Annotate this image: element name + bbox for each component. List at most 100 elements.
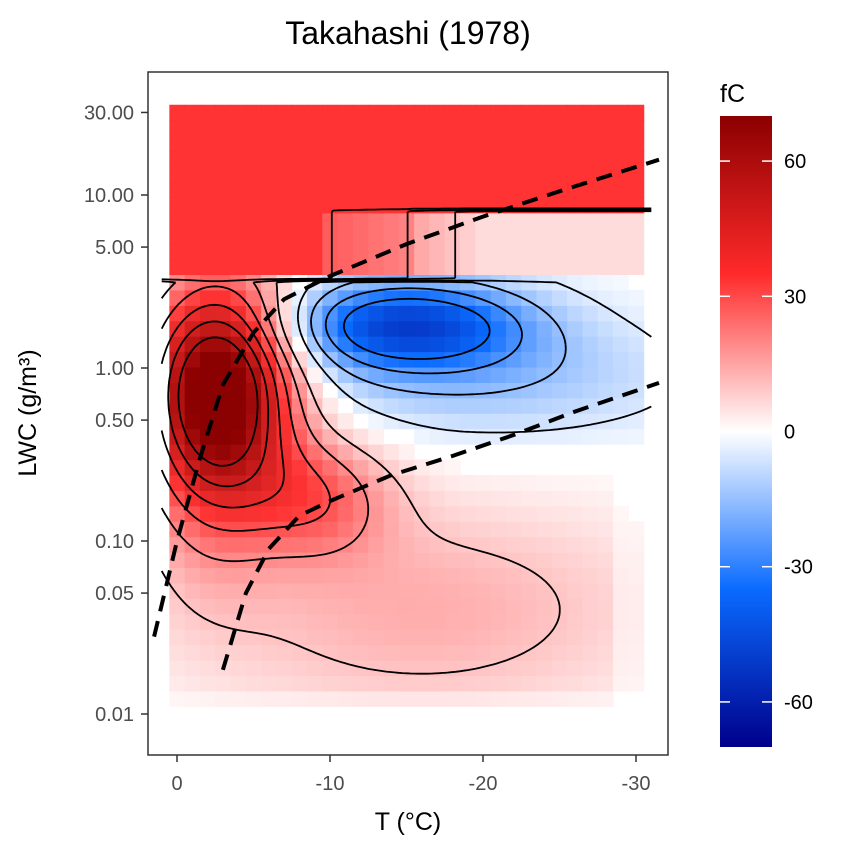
heatmap-cell — [245, 212, 262, 229]
heatmap-cell — [398, 474, 415, 491]
heatmap-cell — [322, 629, 339, 646]
heatmap-cell — [337, 567, 354, 584]
heatmap-cell — [337, 660, 354, 677]
heatmap-cell — [597, 258, 614, 276]
heatmap-cell — [460, 351, 476, 368]
heatmap-cell — [368, 598, 385, 615]
heatmap-cells — [169, 104, 645, 707]
heatmap-cell — [567, 366, 584, 383]
heatmap-cell — [505, 181, 522, 198]
heatmap-cell — [597, 629, 614, 646]
heatmap-cell — [337, 135, 354, 152]
heatmap-cell — [337, 120, 354, 137]
heatmap-cell — [261, 644, 278, 661]
heatmap-cell — [505, 212, 522, 229]
heatmap-cell — [184, 675, 201, 692]
heatmap-cell — [444, 675, 461, 692]
heatmap-cell — [628, 336, 645, 353]
heatmap-cell — [322, 552, 339, 569]
heatmap-cell — [368, 151, 385, 168]
heatmap-cell — [368, 258, 385, 276]
heatmap-cell — [582, 690, 599, 707]
heatmap-cell — [613, 305, 629, 322]
heatmap-cell — [261, 397, 278, 414]
heatmap-cell — [460, 336, 476, 353]
heatmap-cell — [199, 490, 216, 507]
heatmap-cell — [475, 366, 492, 383]
heatmap-cell — [460, 567, 476, 584]
heatmap-cell — [444, 120, 461, 137]
heatmap-cell — [429, 629, 446, 646]
heatmap-cell — [613, 258, 629, 276]
heatmap-cell — [276, 243, 293, 260]
heatmap-cell — [337, 613, 354, 630]
heatmap-cell — [169, 212, 186, 229]
heatmap-cell — [582, 536, 599, 553]
heatmap-cell — [414, 675, 431, 692]
heatmap-cell — [276, 181, 293, 198]
heatmap-cell — [567, 505, 584, 522]
heatmap-cell — [613, 135, 629, 152]
heatmap-cell — [307, 613, 323, 630]
heatmap-cell — [368, 320, 385, 337]
heatmap-cell — [169, 582, 186, 599]
heatmap-cell — [475, 521, 492, 538]
heatmap-cell — [597, 644, 614, 661]
heatmap-cell — [291, 243, 308, 260]
legend-tick-label: 60 — [784, 151, 806, 173]
heatmap-cell — [490, 274, 507, 291]
heatmap-cell — [414, 397, 431, 414]
heatmap-cell — [230, 120, 247, 137]
heatmap-cell — [307, 135, 323, 152]
heatmap-cell — [307, 382, 323, 399]
heatmap-cell — [184, 582, 201, 599]
heatmap-cell — [505, 258, 522, 276]
heatmap-cell — [352, 428, 369, 445]
heatmap-cell — [628, 521, 645, 538]
heatmap-cell — [261, 104, 278, 121]
heatmap-cell — [475, 629, 492, 646]
heatmap-cell — [245, 289, 262, 306]
heatmap-cell — [337, 228, 354, 245]
heatmap-cell — [245, 660, 262, 677]
heatmap-cell — [628, 289, 645, 306]
heatmap-cell — [582, 397, 599, 414]
heatmap-cell — [567, 613, 584, 630]
heatmap-cell — [230, 582, 247, 599]
heatmap-cell — [398, 660, 415, 677]
heatmap-cell — [490, 675, 507, 692]
heatmap-cell — [368, 336, 385, 353]
heatmap-cell — [184, 613, 201, 630]
heatmap-cell — [613, 428, 629, 445]
heatmap-cell — [414, 521, 431, 538]
heatmap-cell — [322, 521, 339, 538]
heatmap-cell — [490, 151, 507, 168]
heatmap-cell — [398, 675, 415, 692]
heatmap-cell — [199, 258, 216, 276]
heatmap-cell — [215, 382, 232, 399]
heatmap-cell — [429, 382, 446, 399]
heatmap-cell — [276, 212, 293, 229]
heatmap-cell — [444, 135, 461, 152]
heatmap-cell — [460, 135, 476, 152]
heatmap-cell — [521, 305, 538, 322]
heatmap-cell — [307, 413, 323, 430]
heatmap-cell — [337, 582, 354, 599]
heatmap-cell — [337, 166, 354, 183]
heatmap-cell — [199, 598, 216, 615]
heatmap-cell — [536, 212, 553, 229]
heatmap-cell — [276, 613, 293, 630]
heatmap-cell — [536, 490, 553, 507]
heatmap-cell — [352, 613, 369, 630]
heatmap-cell — [215, 181, 232, 198]
heatmap-cell — [628, 151, 645, 168]
heatmap-cell — [597, 320, 614, 337]
heatmap-cell — [199, 567, 216, 584]
heatmap-cell — [475, 104, 492, 121]
heatmap-cell — [276, 151, 293, 168]
legend-title: fC — [720, 80, 745, 108]
heatmap-cell — [245, 613, 262, 630]
heatmap-cell — [475, 613, 492, 630]
heatmap-cell — [613, 629, 629, 646]
heatmap-cell — [414, 151, 431, 168]
